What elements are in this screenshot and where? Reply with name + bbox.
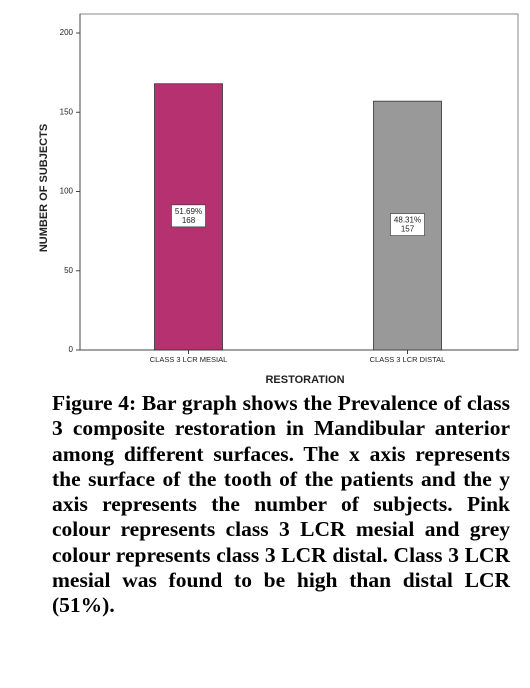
value-label-box <box>171 204 206 228</box>
plot-frame <box>79 13 519 351</box>
y-tick-label: 50 <box>64 266 73 275</box>
x-tick-label: CLASS 3 LCR DISTAL <box>370 355 446 364</box>
y-tick-label: 150 <box>60 107 74 116</box>
value-label: 157 <box>401 225 415 234</box>
y-tick-label: 100 <box>60 187 74 196</box>
caption: Figure 4: Bar graph shows the Prevalence… <box>52 391 510 618</box>
x-axis-title: RESTORATION <box>265 374 344 386</box>
y-tick-label: 200 <box>60 28 74 37</box>
percent-label: 51.69% <box>175 207 202 216</box>
y-tick-label: 0 <box>69 345 74 354</box>
y-axis-title: NUMBER OF SUBJECTS <box>38 124 50 252</box>
value-label: 168 <box>182 216 196 225</box>
percent-label: 48.31% <box>394 216 421 225</box>
x-tick-label: CLASS 3 LCR MESIAL <box>150 355 228 364</box>
chart: RESTORATION NUMBER OF SUBJECTS 0 50 100 150… <box>38 13 519 386</box>
value-label-box <box>390 213 425 236</box>
